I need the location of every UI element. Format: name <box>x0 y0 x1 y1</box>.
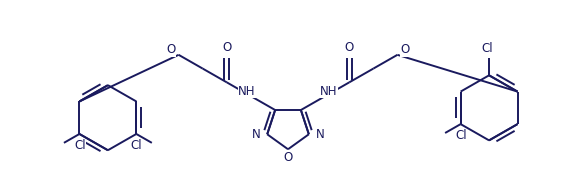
Text: NH: NH <box>239 85 255 98</box>
Text: N: N <box>251 128 260 141</box>
Text: O: O <box>400 43 410 56</box>
Text: Cl: Cl <box>74 139 86 152</box>
Text: O: O <box>345 41 354 54</box>
Text: Cl: Cl <box>455 129 466 142</box>
Text: Cl: Cl <box>130 139 142 152</box>
Text: O: O <box>166 43 176 56</box>
Text: Cl: Cl <box>481 42 493 55</box>
Text: O: O <box>222 41 231 54</box>
Text: N: N <box>316 128 325 141</box>
Text: O: O <box>284 151 292 164</box>
Text: NH: NH <box>321 85 338 98</box>
